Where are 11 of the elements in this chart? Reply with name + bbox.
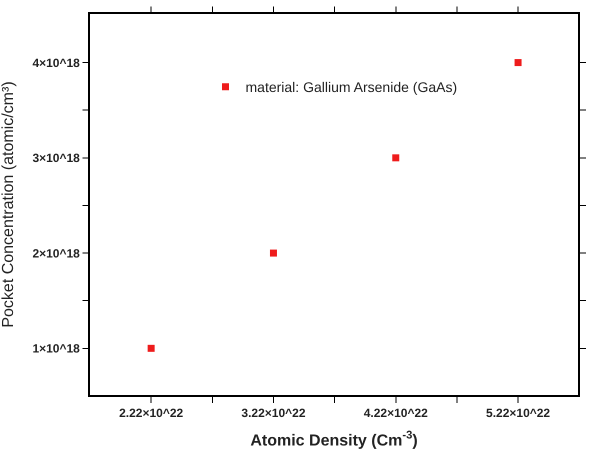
x-axis-title: Atomic Density (Cm$^{-3}$) <box>250 430 418 450</box>
x-tick-label: 5.22×10^22 <box>486 406 550 420</box>
y-tick-label: 3×10^18 <box>32 151 80 166</box>
x-tick-label: 4.22×10^22 <box>364 406 428 420</box>
y-tick-label: 1×10^18 <box>32 342 80 356</box>
x-tick-label: 3.22×10^22 <box>241 406 306 420</box>
x-tick-label: 2.22×10^22 <box>119 406 184 420</box>
y-axis-title: Pocket Concentration (atomic/cm³) <box>0 81 17 328</box>
y-tick-label: 2×10^18 <box>32 246 80 260</box>
y-tick-label: 4×10^18 <box>32 56 80 70</box>
legend-label: material: Gallium Arsenide (GaAs) <box>246 79 458 96</box>
